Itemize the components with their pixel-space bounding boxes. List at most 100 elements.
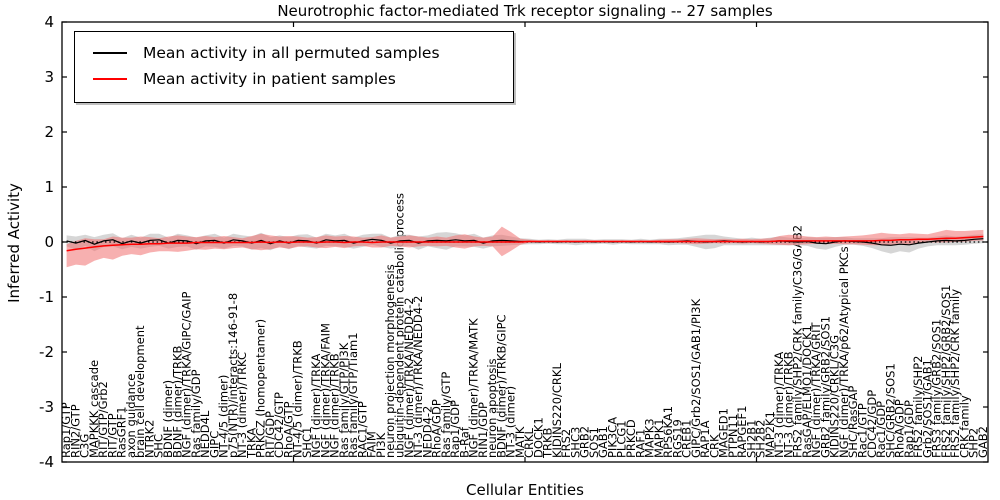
x-tick-label: RIN1/GDP [476,402,490,458]
x-tick-label: RIT/GTP/Grb2 [96,381,110,458]
patient-line-swatch [93,78,127,80]
x-tick-label: CREB1 [680,420,694,459]
x-tick-label: CRK [707,434,721,458]
x-tick-label: B-Raf [457,426,471,458]
x-tick-label: MAGED1 [717,408,731,458]
x-tick-label: brain cell development [133,325,147,458]
y-axis-label: Inferred Activity [5,183,23,303]
y-tick-label: 1 [44,178,54,196]
x-tick-label: CDC42/GTP [272,392,286,458]
x-tick-label: NGF (dimer)/TRKA/GRIT [809,321,823,458]
x-tick-label: MATK [513,426,527,458]
x-tick-label: BDNF (dimer) [161,380,175,458]
x-tick-label: NT-3 (dimer)/TRKC [235,352,249,458]
x-tick-label: NGF (dimer)/TRKA/GIPC/GAIP [180,291,194,458]
x-tick-label: RasGRF1 [115,406,129,458]
x-tick-label: Ras family/GTP/Tiam1 [346,332,360,458]
x-axis-label: Cellular Entities [466,481,584,499]
x-tick-label: RhoA/GDP [893,399,907,458]
x-tick-label: GIPC/Grb2/SOS1/GAB1/PI3K [689,298,703,458]
y-tick-label: -3 [39,398,54,416]
x-tick-label: SHC3 [568,427,582,458]
legend-entry-patient: Mean activity in patient samples [75,66,513,92]
y-tick-label: 2 [44,123,54,141]
x-tick-label: neuron apoptosis [485,358,499,458]
patient-mean-line [66,235,984,252]
x-tick-label: NTRK2 [143,420,157,458]
x-tick-label: FRS2 [559,429,573,458]
x-tick-label: SH2B2 [754,420,768,458]
x-tick-label: PIK3CA [606,417,620,458]
x-tick-label: neuron projection morphogenesis [383,264,397,458]
x-tick-label: SH2B1 [744,420,758,458]
x-tick-label: Ras family/GTP/PI3K [337,342,351,458]
x-tick-label: PTPN11 [726,414,740,458]
x-tick-label: DOCK1 [531,417,545,458]
x-tick-label: NGF (dimer)/TRKA [309,354,323,458]
x-tick-label: PRKCD [624,419,638,458]
x-tick-label: RGS19 [670,419,684,458]
x-tick-label: Ras family/GTP [439,372,453,458]
x-tick-label: SHC1 [300,427,314,458]
x-tick-label: axon guidance [124,374,138,458]
y-tick-label: 0 [44,233,54,251]
x-tick-label: Grb2/SOS1/GAB1 [920,359,934,458]
x-tick-label: GIPC [207,431,221,458]
x-tick-label: FAIM [365,431,379,458]
y-tick-label: -2 [39,343,54,361]
x-tick-label: NEDD4-2 [420,406,434,458]
x-tick-label: RasGAP/ELMO1/DOCK1 [800,325,814,458]
x-tick-label: RAPGEF1 [735,406,749,458]
x-tick-label: PLCG1 [615,420,629,458]
x-tick-label: NGF (dimer)/TRKA/NEDD4-2 [402,297,416,458]
x-tick-label: RIT/GTP [105,413,119,458]
x-tick-label: MAP2K1 [763,411,777,458]
x-tick-label: NGF (dimer)/TRKA/MATK [467,318,481,458]
x-tick-label: NT-3 (dimer) [504,386,518,458]
x-tick-label: RAP1A [698,420,712,458]
x-tick-label: NT-4/5 (dimer)/TRKB [291,340,305,458]
x-tick-label: FRS2 family/SHP2/GRB2/SOS1 [939,285,953,458]
x-tick-label: KIDINS220/CRKL/C3G [828,335,842,458]
x-tick-label: Rap1/GDP [902,400,916,458]
x-tick-label: CRK family [957,395,971,458]
x-tick-label: RAF1 [633,429,647,458]
x-tick-label: Rac1/GDP [874,401,888,458]
x-tick-label: CRKL [522,427,536,458]
x-tick-label: Rap1/GDP [448,400,462,458]
x-tick-label: p75(NTR)/interacts:146-91-8 [226,293,240,458]
x-tick-label: GAB2 [976,426,990,458]
x-tick-label: GRB2 [578,426,592,458]
x-tick-label: FRS2 family/SHP2/CRK family/C3G/GAB2 [791,225,805,458]
patient-band [66,226,984,268]
x-tick-label: NT-3 (dimer)/TRKA [772,352,786,458]
x-tick-label: MAPK1 [652,418,666,458]
x-tick-label: NEDD4L [198,410,212,458]
x-tick-label: MAPKKK cascade [87,360,101,458]
x-tick-label: RIN2/GTP [68,404,82,458]
x-tick-label: BDNF (dimer)/TRKB/GIPC [494,314,508,458]
x-tick-label: NGF (dimer)/TRKA/FAIM [318,323,332,458]
x-tick-label: RPS6KA1 [661,406,675,458]
x-tick-label: Ras family/GDP [189,369,203,458]
x-tick-label: PRKCZ (homopentamer) [254,319,268,458]
x-tick-label: NT-4/5 (dimer) [217,375,231,458]
x-tick-label: GRB2 family/GRB2/SOS1 [818,316,832,458]
x-tick-label: ubiquitin-dependent protein catabolic pr… [393,193,407,458]
y-tick-label: -4 [39,453,54,471]
x-tick-label: SOS1 [587,427,601,458]
x-tick-label: SHC [152,434,166,458]
x-tick-label: Rac1/GTP [856,403,870,458]
x-tick-label: NT-3 (dimer)/TRKA/NEDD4-2 [411,296,425,459]
x-tick-label: FRS2 family/SHP2/CRK family [948,289,962,458]
permuted-line-swatch [93,52,127,54]
legend-entry-permuted: Mean activity in all permuted samples [75,40,513,66]
x-tick-label: TRKB [541,427,555,459]
x-tick-label: GAB1 [596,426,610,458]
x-tick-label: RIT/GDP [263,411,277,458]
x-tick-label: TRKA [244,428,258,459]
x-tick-label: FRS2 family/SHP2 [911,356,925,458]
x-tick-label: SHC/GRB2/SOS1 [883,363,897,458]
